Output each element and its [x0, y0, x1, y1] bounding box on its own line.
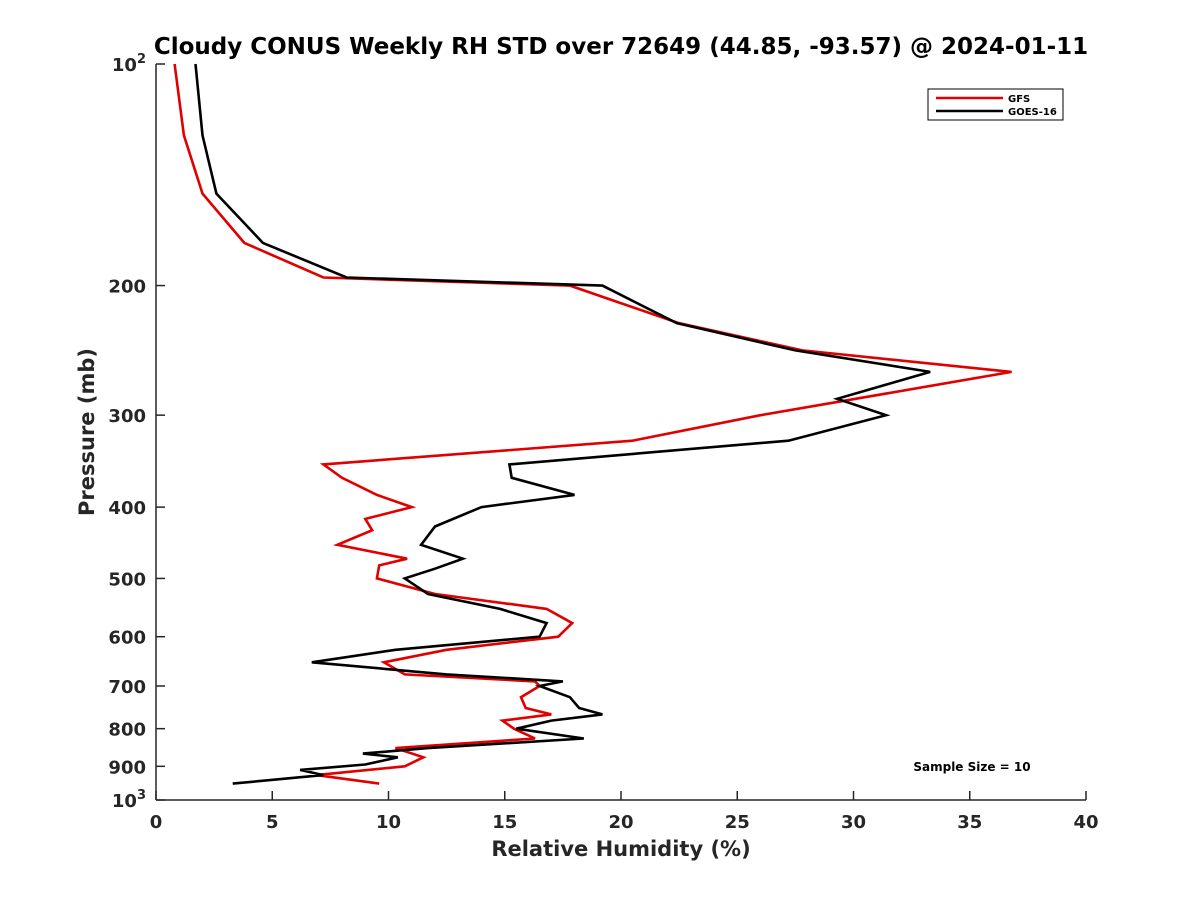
legend-label-goes-16: GOES-16	[1008, 107, 1057, 118]
y-tick-label: 103	[112, 788, 146, 812]
y-tick-label: 900	[108, 757, 146, 778]
x-tick-label: 40	[1073, 812, 1098, 833]
y-tick-label: 102	[112, 52, 146, 76]
legend-box	[927, 88, 1064, 121]
y-axis-ticks: 102 200 300 400 500 600 700 800 900 103	[108, 52, 165, 812]
y-tick-label: 700	[108, 677, 146, 698]
x-tick-label: 35	[957, 812, 982, 833]
x-tick-label: 5	[266, 812, 279, 833]
x-axis-label: Relative Humidity (%)	[491, 837, 750, 861]
x-axis-ticks: 0 5 10 15 20 25 30 35 40	[150, 791, 1099, 833]
series-line-goes-16	[194, 63, 931, 785]
x-tick-label: 20	[608, 812, 633, 833]
x-tick-label: 0	[150, 812, 163, 833]
y-tick-label: 800	[108, 720, 146, 741]
legend-label-gfs: GFS	[1008, 94, 1030, 105]
chart-title: Cloudy CONUS Weekly RH STD over 72649 (4…	[154, 34, 1088, 60]
y-tick-label: 600	[108, 628, 146, 649]
x-tick-label: 15	[492, 812, 517, 833]
y-axis-label: Pressure (mb)	[75, 348, 99, 516]
y-tick-label: 300	[108, 406, 146, 427]
y-tick-label: 400	[108, 498, 146, 519]
sample-size-annotation: Sample Size = 10	[913, 760, 1030, 774]
y-tick-label: 200	[108, 277, 146, 298]
legend: GFS GOES-16	[927, 88, 1064, 121]
x-tick-label: 25	[725, 812, 750, 833]
x-tick-label: 10	[376, 812, 401, 833]
y-tick-label: 500	[108, 569, 146, 590]
x-tick-label: 30	[841, 812, 866, 833]
plot-area	[173, 63, 1012, 785]
